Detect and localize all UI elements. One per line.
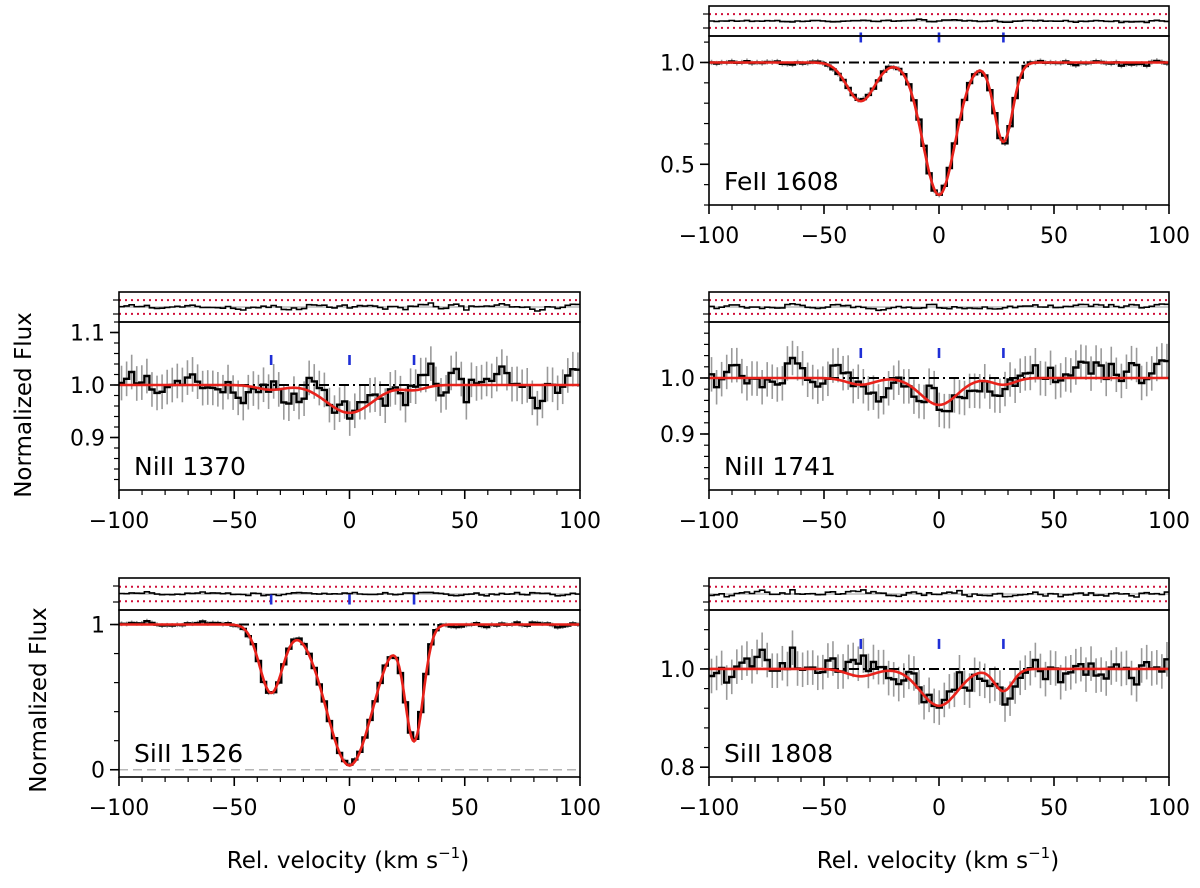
panel-label: NiII 1370 [134,452,246,481]
x-tick-label: 50 [1040,224,1068,249]
voigt-model [709,667,1169,708]
residual-curve [119,302,581,312]
xlabel-right: Rel. velocity (km s−1) [817,844,1059,874]
y-tick-label: 1 [91,614,105,639]
x-tick-label: 50 [451,796,479,821]
y-tick-label: 0 [91,759,105,784]
panel-label: FeII 1608 [724,167,839,196]
x-tick-label: 50 [1040,796,1068,821]
x-tick-label: 0 [932,509,946,534]
x-tick-label: 50 [451,509,479,534]
y-tick-label: 0.9 [70,427,105,452]
x-tick-label: −50 [801,224,847,249]
x-tick-label: −100 [89,509,149,534]
residual-curve [119,591,581,597]
voigt-model [119,383,580,415]
spectrum-data [709,356,1170,413]
residual-curve [709,589,1170,598]
voigt-model [119,623,580,767]
x-tick-label: −50 [211,796,257,821]
x-tick-label: −50 [211,509,257,534]
x-tick-label: 50 [1040,509,1068,534]
y-tick-label: 0.5 [660,153,695,178]
x-tick-label: 100 [1148,509,1190,534]
xlabel-left: Rel. velocity (km s−1) [227,844,469,874]
ylabel-middle: Normalized Flux [11,312,37,498]
x-tick-label: 100 [1148,796,1190,821]
x-tick-label: 100 [559,796,601,821]
x-tick-label: −100 [679,796,739,821]
panel-feii-1608: −100 −50 0 50 100 0.5 1.0 FeII 1608 [660,5,1190,249]
y-tick-label: 1.0 [660,51,695,76]
x-tick-label: 100 [1148,224,1190,249]
y-tick-label: 1.1 [70,322,105,347]
residual-curve [709,18,1170,24]
y-tick-label: 0.9 [660,423,695,448]
x-tick-label: 0 [343,509,357,534]
y-tick-label: 0.8 [660,756,695,781]
voigt-model [709,376,1169,407]
y-tick-label: 1.0 [660,367,695,392]
spectrum-data [119,362,581,420]
x-tick-label: −50 [801,796,847,821]
panel-siii-1808: −100 −50 0 50 100 0.8 1.0 SiII 1808 [660,577,1190,821]
panel-siii-1526: −100 −50 0 50 100 0 1 SiII 1526 [89,577,601,821]
panel-nii-1741: −100 −50 0 50 100 0.9 1.0 NiII 1741 [660,291,1190,534]
panel-label: SiII 1526 [134,739,243,768]
panel-label: SiII 1808 [724,739,833,768]
panel-label: NiII 1741 [724,452,836,481]
x-tick-label: −100 [679,224,739,249]
voigt-model [709,61,1169,197]
x-tick-label: 0 [343,796,357,821]
x-tick-label: −100 [679,509,739,534]
x-tick-label: 0 [932,224,946,249]
y-tick-label: 1.0 [70,374,105,399]
x-tick-label: 100 [559,509,601,534]
panel-nii-1370: −100 −50 0 50 100 0.9 1.0 1.1 NiII 1370 [70,291,601,534]
y-tick-label: 1.0 [660,658,695,683]
x-tick-label: −100 [89,796,149,821]
x-tick-label: 0 [932,796,946,821]
x-tick-label: −50 [801,509,847,534]
residual-curve [709,303,1170,312]
ylabel-bottom: Normalized Flux [26,607,52,793]
